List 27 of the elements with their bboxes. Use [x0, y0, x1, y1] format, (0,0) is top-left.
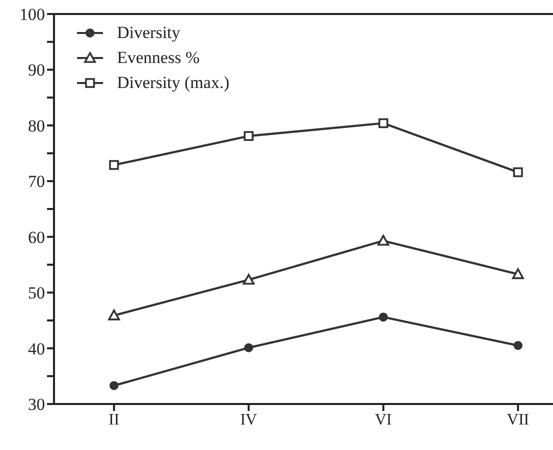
point — [109, 160, 119, 170]
point — [108, 310, 120, 320]
point — [512, 268, 524, 280]
y-tick-label: 40 — [28, 339, 45, 358]
y-tick-label: 30 — [28, 395, 45, 414]
x-tick-label: VI — [374, 411, 392, 428]
point — [242, 274, 255, 285]
y-tick-label: 90 — [28, 60, 45, 80]
point — [110, 381, 118, 390]
point — [244, 131, 254, 141]
y-tick-label: 60 — [28, 228, 45, 247]
legend-label: Evenness % — [117, 48, 200, 68]
point — [378, 312, 388, 322]
point — [514, 341, 522, 350]
x-tick-label: II — [108, 411, 120, 428]
point — [378, 118, 388, 128]
y-tick-label: 70 — [28, 172, 45, 192]
y-tick-label: 100 — [20, 5, 45, 24]
y-tick-label: 80 — [28, 116, 45, 136]
legend-label: Diversity — [117, 22, 180, 42]
point — [377, 234, 390, 246]
x-tick-label: IV — [240, 411, 258, 428]
legend-label: Diversity (max.) — [117, 72, 230, 92]
point — [244, 343, 254, 352]
y-tick-label: 50 — [28, 284, 45, 303]
x-tick-label: VII — [506, 411, 530, 428]
point — [513, 167, 523, 178]
